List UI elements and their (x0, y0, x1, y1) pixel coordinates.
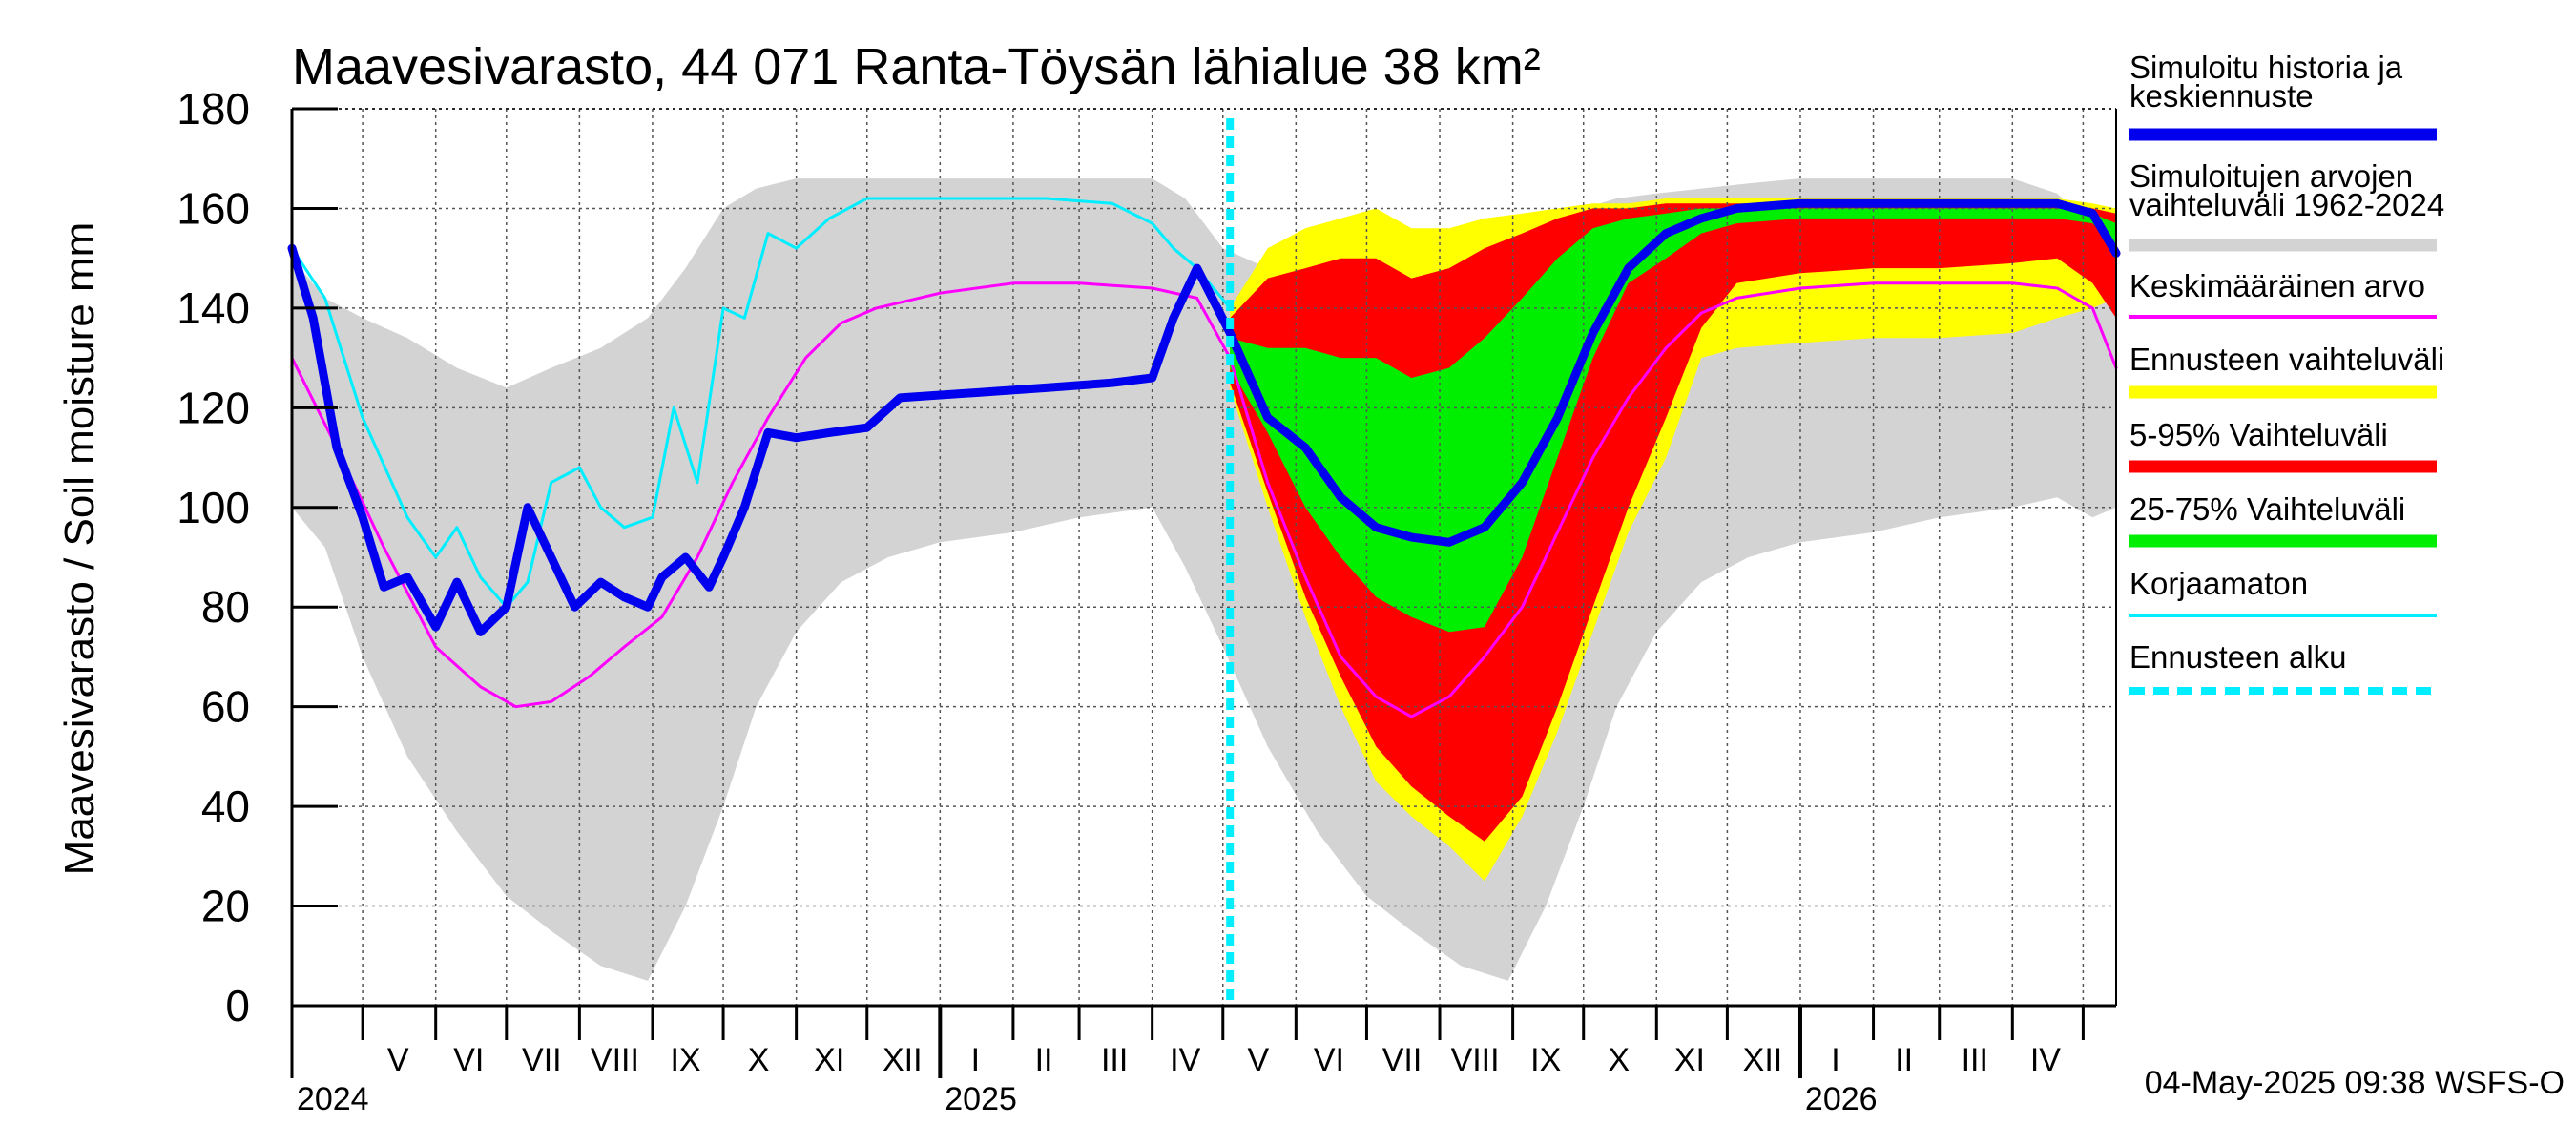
year-label: 2025 (945, 1081, 1017, 1117)
y-tick-label: 0 (225, 981, 250, 1030)
y-tick-label: 20 (201, 882, 250, 931)
month-label: X (1608, 1042, 1630, 1078)
month-label: X (748, 1042, 770, 1078)
y-tick-label: 60 (201, 682, 250, 732)
month-label: VII (522, 1042, 562, 1078)
month-label: V (1247, 1042, 1269, 1078)
series-lines (287, 118, 2121, 1006)
legend-label: Simuloitujen arvojen (2129, 158, 2413, 194)
month-label: II (1035, 1042, 1053, 1078)
legend-label: vaihteluväli 1962-2024 (2129, 187, 2444, 222)
year-label: 2026 (1805, 1081, 1878, 1117)
range-bands (292, 178, 2116, 981)
grid-lines (292, 108, 2116, 1006)
y-axis-label: Maavesivarasto / Soil moisture mm (56, 222, 103, 876)
year-label: 2024 (297, 1081, 369, 1117)
month-label: VIII (1451, 1042, 1500, 1078)
y-tick-label: 40 (201, 781, 250, 831)
legend-label: Ennusteen vaihteluväli (2129, 342, 2444, 377)
y-tick-label: 100 (177, 483, 250, 532)
y-tick-label: 160 (177, 183, 250, 233)
month-label: XII (883, 1042, 923, 1078)
month-label: XI (1674, 1042, 1705, 1078)
month-label: IX (1530, 1042, 1561, 1078)
month-label: I (971, 1042, 980, 1078)
y-tick-label: 80 (201, 582, 250, 632)
band-5-95-vaihteluvali (1230, 203, 2116, 842)
month-label: VII (1382, 1042, 1423, 1078)
legend-label: Keskimääräinen arvo (2129, 268, 2425, 303)
timestamp-label: 04-May-2025 09:38 WSFS-O (2145, 1065, 2565, 1101)
legend-label: 5-95% Vaihteluväli (2129, 417, 2388, 452)
y-tick-label: 120 (177, 383, 250, 432)
legend-label: Simuloitu historia ja (2129, 50, 2403, 85)
line-simuloitu-historia-ja-keskiennuste (287, 198, 2121, 636)
month-label: III (1962, 1042, 1988, 1078)
line-korjaamaton (290, 197, 1232, 609)
legend-label: keskiennuste (2129, 78, 2314, 114)
month-label: XI (814, 1042, 844, 1078)
month-label: IX (670, 1042, 700, 1078)
band-25-75-vaihteluvali (1230, 208, 2116, 633)
month-label: IV (2030, 1042, 2061, 1078)
month-label: VI (1314, 1042, 1344, 1078)
legend-label: Ennusteen alku (2129, 639, 2347, 675)
month-label: VIII (591, 1042, 639, 1078)
legend-label: Korjaamaton (2129, 566, 2308, 601)
chart-title: Maavesivarasto, 44 071 Ranta-Töysän lähi… (292, 38, 1541, 95)
month-label: IV (1170, 1042, 1200, 1078)
month-label: I (1831, 1042, 1839, 1078)
month-label: V (387, 1042, 409, 1078)
legend-label: 25-75% Vaihteluväli (2129, 491, 2405, 527)
month-label: III (1101, 1042, 1128, 1078)
y-tick-label: 180 (177, 84, 250, 134)
month-label: VI (453, 1042, 484, 1078)
y-tick-label: 140 (177, 283, 250, 333)
month-label: XII (1743, 1042, 1783, 1078)
month-label: II (1895, 1042, 1913, 1078)
